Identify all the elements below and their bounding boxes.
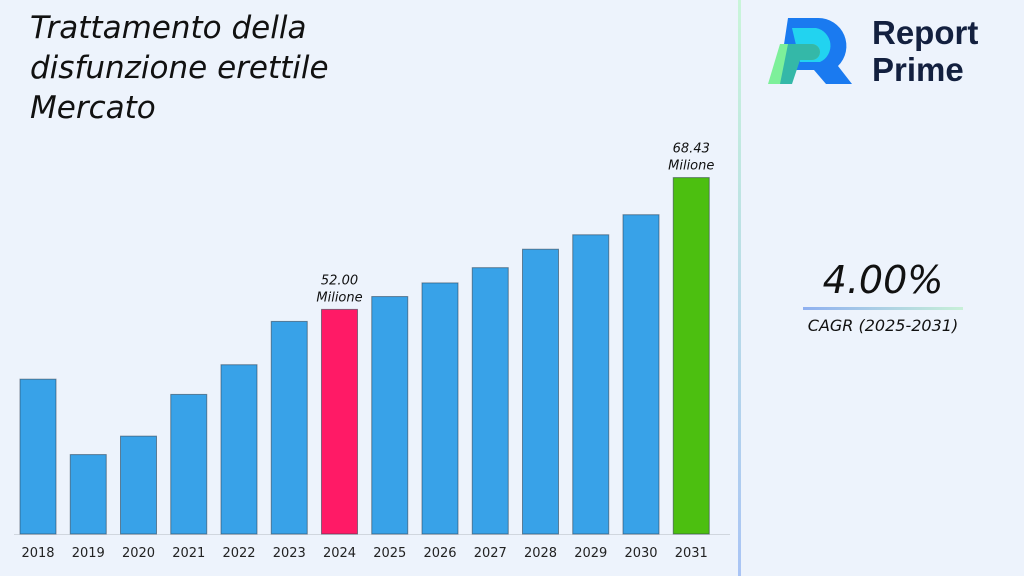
x-tick-label: 2028 — [524, 546, 557, 561]
report-prime-logo-icon — [768, 17, 852, 84]
bar-2023 — [270, 320, 308, 535]
data-label-unit: Milione — [668, 159, 714, 174]
bar-2020 — [120, 435, 157, 535]
bar-2028 — [522, 248, 559, 535]
cagr-underline — [803, 307, 963, 310]
bar-2022 — [220, 364, 258, 535]
x-tick-label: 2023 — [273, 546, 306, 561]
x-tick-label: 2024 — [323, 546, 356, 561]
x-tick-label: 2019 — [72, 546, 105, 561]
bar-2018 — [19, 378, 57, 535]
x-tick-label: 2020 — [122, 546, 155, 561]
bar-chart: 2018 2019 2020 2021 2022 2023 2024 2025 2026 2027… — [14, 142, 730, 561]
brand-name: Report Prime — [872, 14, 978, 88]
x-tick-label: 2018 — [21, 546, 54, 561]
brand-line1: Report — [872, 14, 979, 51]
x-tick-label: 2025 — [373, 546, 406, 561]
x-tick-label: 2031 — [675, 546, 708, 561]
x-tick-label: 2030 — [624, 546, 657, 561]
cagr-value: 4.00% — [822, 258, 944, 302]
divider — [738, 0, 741, 576]
cagr-label: CAGR (2025-2031) — [807, 316, 959, 335]
data-label-value: 68.43 — [673, 142, 710, 157]
bar-2025 — [371, 296, 409, 535]
brand-line2: Prime — [872, 51, 964, 88]
bar-2031 — [672, 177, 710, 535]
bar-2019 — [69, 454, 107, 535]
x-tick-label: 2022 — [222, 546, 255, 561]
data-label-value: 52.00 — [321, 273, 358, 288]
bar-2029 — [572, 234, 610, 535]
x-tick-label: 2029 — [574, 546, 607, 561]
bar-2021 — [170, 393, 208, 535]
x-tick-label: 2027 — [474, 546, 507, 561]
bar-2026 — [421, 282, 459, 535]
x-tick-label: 2026 — [423, 546, 456, 561]
x-tick-label: 2021 — [172, 546, 205, 561]
bar-2027 — [471, 267, 509, 535]
bar-2024 — [321, 308, 358, 535]
chart-title: Trattamento della disfunzione erettile M… — [30, 10, 329, 126]
data-label-unit: Milione — [316, 290, 362, 305]
bar-2030 — [622, 214, 660, 535]
